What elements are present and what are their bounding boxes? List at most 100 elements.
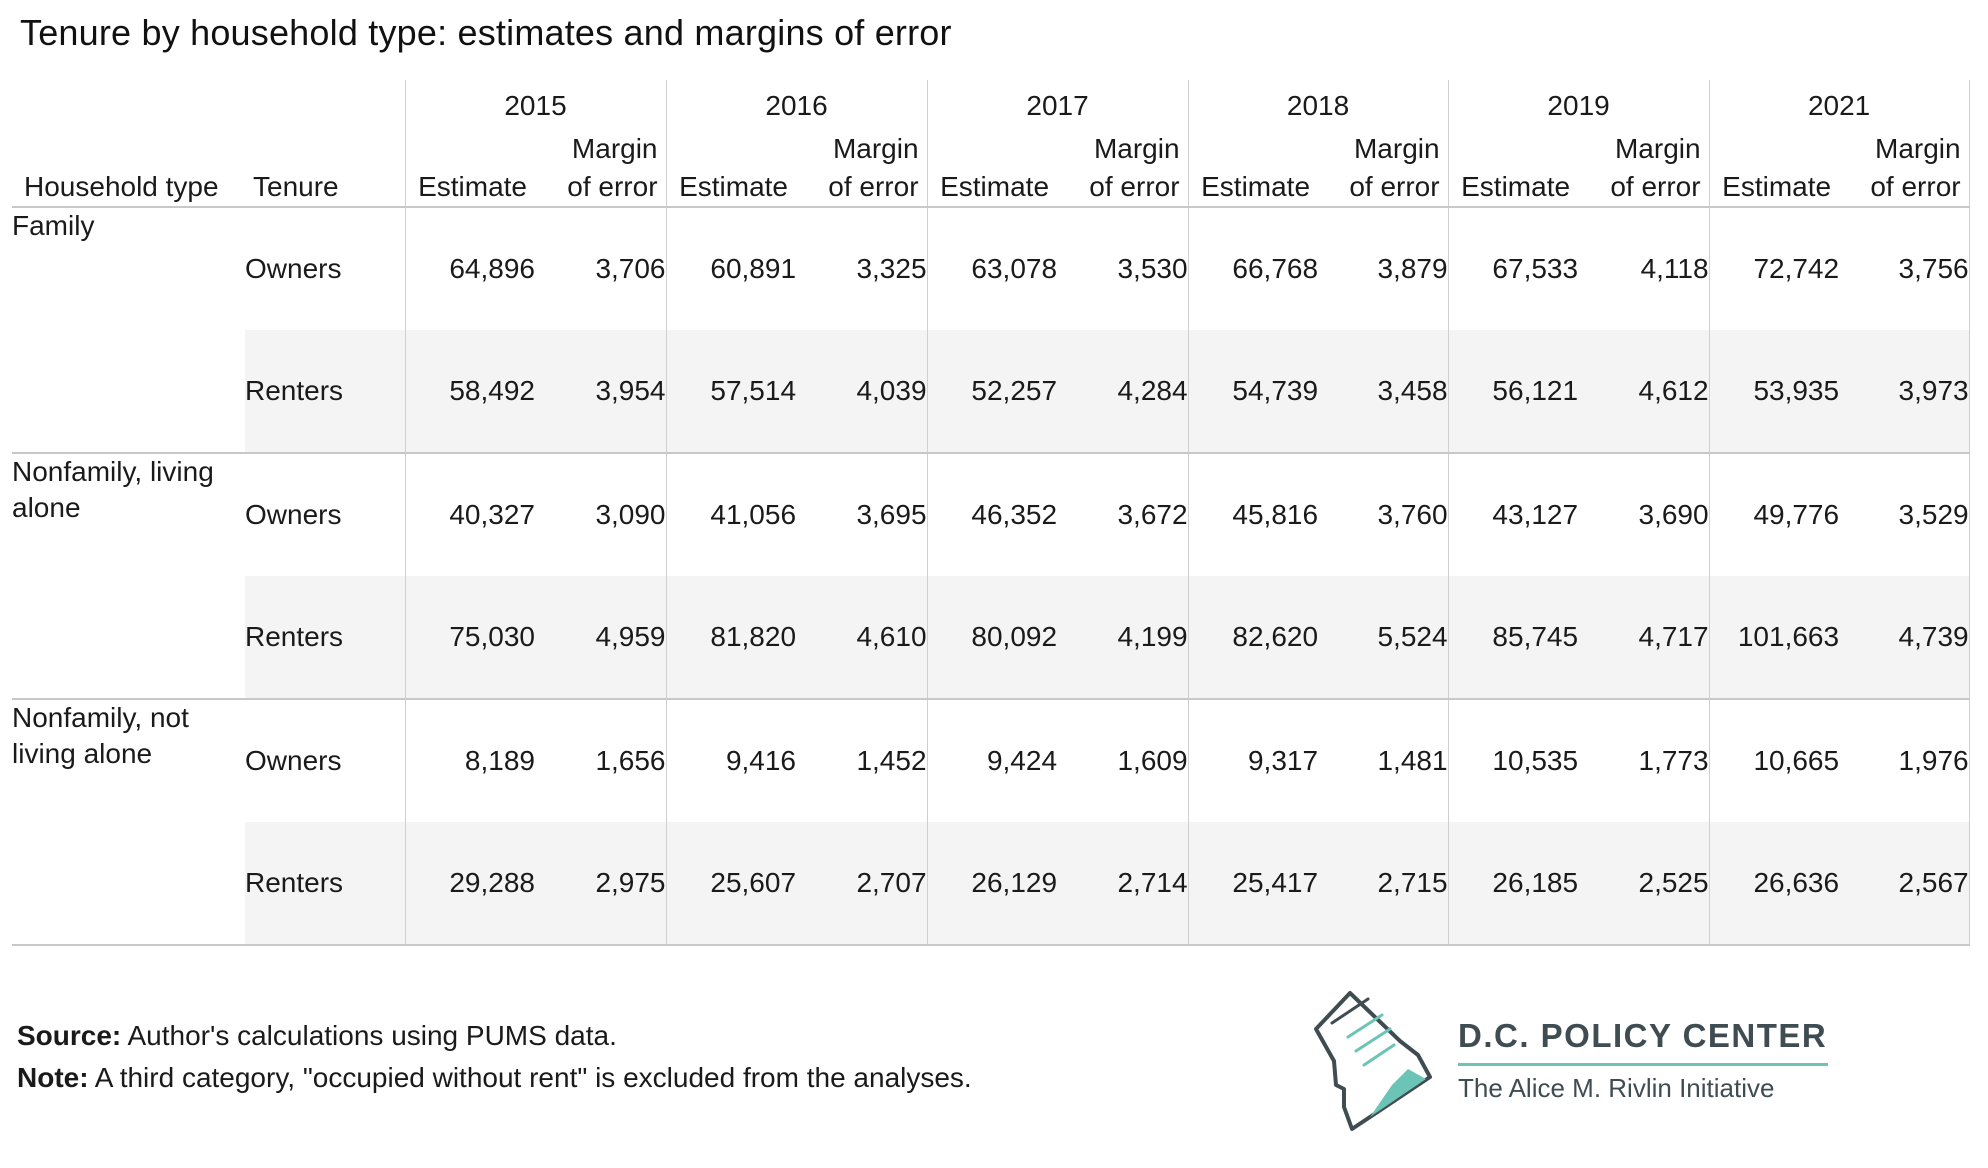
tenure-cell: Renters: [245, 576, 405, 699]
estimate-cell: 9,416: [665, 699, 797, 822]
estimate-cell: 75,030: [404, 576, 535, 699]
household-type-cell: Nonfamily, not living alone: [12, 702, 189, 769]
tenure-cell: Renters: [245, 330, 405, 453]
tenure-header: Tenure: [253, 171, 339, 202]
margin-of-error-header: Margin of error: [1089, 133, 1180, 202]
tenure-cell: Owners: [245, 745, 342, 776]
estimate-cell: 10,535: [1447, 699, 1579, 822]
estimate-cell: 43,127: [1447, 453, 1579, 576]
margin-of-error-cell: 4,612: [1578, 330, 1710, 453]
margin-of-error-cell: 5,524: [1318, 576, 1449, 699]
estimate-cell: 54,739: [1187, 330, 1319, 453]
estimate-cell: 9,317: [1187, 699, 1319, 822]
margin-of-error-cell: 1,452: [856, 745, 927, 776]
estimate-header: Estimate: [926, 122, 1058, 207]
margin-of-error-header: Margin of error: [567, 133, 658, 202]
header-blank: [245, 80, 405, 122]
margin-of-error-cell: 3,954: [535, 330, 667, 453]
margin-of-error-cell: 3,690: [1638, 499, 1709, 530]
estimate-cell: 8,189: [404, 699, 535, 822]
margin-of-error-cell: 4,610: [796, 576, 928, 699]
estimate-cell: 80,092: [926, 576, 1058, 699]
estimate-cell: 52,257: [926, 330, 1058, 453]
estimate-cell: 29,288: [404, 822, 535, 945]
margin-of-error-cell: 2,567: [1839, 822, 1970, 945]
tenure-cell: Renters: [245, 822, 405, 945]
margin-of-error-header: Margin of error: [1839, 122, 1970, 207]
margin-of-error-cell: 3,530: [1117, 253, 1188, 284]
estimate-cell: 57,514: [665, 330, 797, 453]
estimate-cell: 81,820: [665, 576, 797, 699]
source-note: Source: Author's calculations using PUMS…: [17, 1020, 617, 1052]
year-header: 2019: [1447, 80, 1710, 122]
data-table: 2015 2016 2017 2018 2019 2021 Household …: [12, 80, 1970, 946]
estimate-cell: 53,935: [1708, 330, 1840, 453]
margin-of-error-header: Margin of error: [1349, 133, 1440, 202]
estimate-cell: 64,896: [404, 207, 535, 330]
estimate-header: Estimate: [404, 122, 535, 207]
margin-of-error-cell: 3,973: [1839, 330, 1970, 453]
estimate-cell: 40,327: [404, 453, 535, 576]
estimate-cell: 85,745: [1447, 576, 1579, 699]
table-body: Family Owners 64,896 3,706 60,891 3,325 63,078…: [12, 207, 1970, 945]
margin-of-error-cell: 1,481: [1377, 745, 1448, 776]
estimate-cell: 58,492: [404, 330, 535, 453]
margin-of-error-cell: 2,707: [796, 822, 928, 945]
year-header: 2017: [926, 80, 1189, 122]
margin-of-error-cell: 4,199: [1057, 576, 1189, 699]
estimate-cell: 67,533: [1447, 207, 1579, 330]
margin-of-error-cell: 3,529: [1839, 453, 1970, 576]
note-label: Note:: [17, 1062, 89, 1093]
table-row: Nonfamily, not living alone Owners 8,189 1,6…: [12, 699, 1970, 822]
margin-of-error-cell: 3,672: [1117, 499, 1188, 530]
margin-of-error-cell: 2,714: [1057, 822, 1189, 945]
dc-map-icon: [1314, 991, 1432, 1131]
margin-of-error-cell: 4,717: [1578, 576, 1710, 699]
table-row: Renters 75,030 4,959 81,820 4,610 80,092 4,199…: [12, 576, 1970, 699]
estimate-cell: 49,776: [1708, 453, 1840, 576]
estimate-cell: 72,742: [1708, 207, 1840, 330]
margin-of-error-cell: 2,715: [1318, 822, 1449, 945]
year-header-row: 2015 2016 2017 2018 2019 2021: [12, 80, 1970, 122]
estimate-cell: 26,185: [1447, 822, 1579, 945]
estimate-cell: 56,121: [1447, 330, 1579, 453]
year-header: 2016: [665, 80, 928, 122]
margin-of-error-cell: 2,975: [535, 822, 667, 945]
estimate-cell: 25,607: [665, 822, 797, 945]
margin-of-error-cell: 4,284: [1057, 330, 1189, 453]
margin-of-error-cell: 4,739: [1839, 576, 1970, 699]
margin-of-error-cell: 4,118: [1640, 253, 1709, 284]
margin-of-error-cell: 1,656: [595, 745, 666, 776]
table-row: Renters 58,492 3,954 57,514 4,039 52,257 4,284…: [12, 330, 1970, 453]
estimate-cell: 46,352: [926, 453, 1058, 576]
margin-of-error-cell: 3,090: [595, 499, 666, 530]
margin-of-error-cell: 3,325: [856, 253, 927, 284]
tenure-cell: Owners: [245, 253, 342, 284]
estimate-header: Estimate: [1708, 122, 1840, 207]
estimate-cell: 26,129: [926, 822, 1058, 945]
household-type-cell: Nonfamily, living alone: [12, 456, 214, 523]
note-text: A third category, "occupied without rent…: [94, 1062, 972, 1093]
column-header-row: Household type Tenure Estimate Margin of …: [12, 122, 1970, 207]
estimate-header: Estimate: [1187, 122, 1319, 207]
margin-of-error-cell: 3,760: [1377, 499, 1448, 530]
estimate-cell: 10,665: [1708, 699, 1840, 822]
margin-of-error-header: Margin of error: [1610, 133, 1701, 202]
margin-of-error-header: Margin of error: [828, 133, 919, 202]
estimate-cell: 26,636: [1708, 822, 1840, 945]
estimate-cell: 45,816: [1187, 453, 1319, 576]
household-type-cell: Family: [12, 210, 95, 241]
margin-of-error-cell: 3,879: [1377, 253, 1448, 284]
estimate-header: Estimate: [1447, 122, 1579, 207]
margin-of-error-cell: 1,773: [1638, 745, 1709, 776]
estimate-cell: 82,620: [1187, 576, 1319, 699]
logo-subtitle: The Alice M. Rivlin Initiative: [1458, 1073, 1775, 1103]
margin-of-error-cell: 3,458: [1318, 330, 1449, 453]
tenure-cell: Owners: [245, 499, 342, 530]
estimate-header: Estimate: [665, 122, 797, 207]
year-header: 2021: [1708, 80, 1970, 122]
margin-of-error-cell: 3,706: [595, 253, 666, 284]
margin-of-error-cell: 1,976: [1839, 699, 1970, 822]
estimate-cell: 41,056: [665, 453, 797, 576]
year-header: 2018: [1187, 80, 1449, 122]
